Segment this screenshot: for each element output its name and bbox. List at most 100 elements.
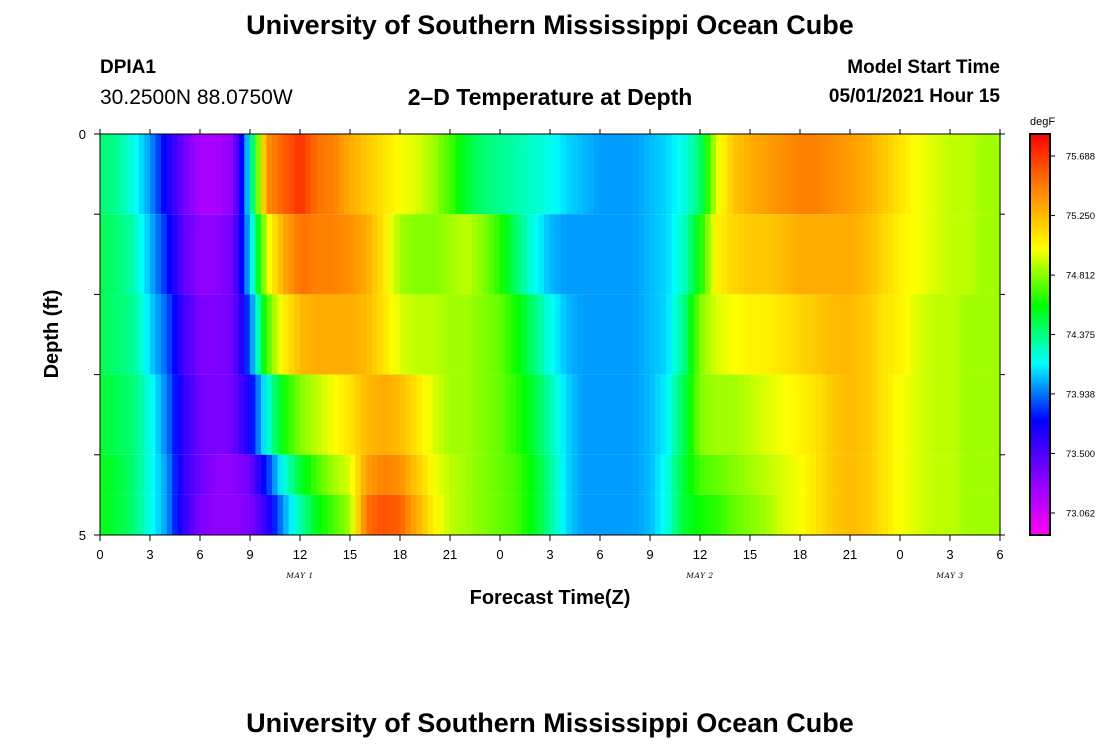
x-tick-label: 12 [693,547,707,562]
heat-cell [527,374,534,455]
heat-cell [399,454,406,495]
heat-cell [843,294,850,375]
heat-cell [266,134,273,215]
heat-cell [444,214,451,295]
heat-cell [788,454,795,495]
date-label: MAY 2 [685,571,713,580]
heat-cell [149,454,157,495]
heat-cell [649,294,656,375]
heat-cell [582,294,589,375]
heat-cell [904,134,911,215]
heat-cell [316,454,323,495]
heat-cell [771,374,778,455]
heat-cell [660,214,667,295]
heat-cell [605,134,612,215]
heat-cell [716,134,723,215]
heat-cell [305,454,312,495]
heat-cell [599,214,606,295]
heat-cell [738,214,745,295]
heat-cell [766,134,773,215]
x-axis-ticks: 0 3 6 9 12 15 18 21 0 3 6 9 12 15 18 21 0 3 6 [96,129,1004,562]
heat-cell [638,494,645,535]
heat-cell [888,294,895,375]
heat-cell [238,374,245,455]
heat-cell [666,214,673,295]
heat-cell [871,134,878,215]
heat-cell [638,374,645,455]
heat-cell [410,494,417,535]
heat-cell [910,214,917,295]
heat-cell [854,294,861,375]
heat-cell [299,294,306,375]
heat-cell [827,454,834,495]
heat-cell [260,134,268,215]
footer-title: University of Southern Mississippi Ocean… [246,708,854,738]
colorbar-tick-label: 74.812 [1066,271,1095,282]
heat-cell [677,214,684,295]
heat-cell [971,374,978,455]
heat-cell [627,454,634,495]
y-axis-title: Depth (ft) [41,290,63,379]
heat-cell [777,294,784,375]
heat-cell [593,214,601,295]
heat-cell [499,134,506,215]
heat-cell [544,214,551,295]
heat-cell [882,294,889,375]
heat-cell [333,454,340,495]
heat-cell [993,294,1000,375]
heat-cell [610,374,617,455]
heat-cell [766,214,773,295]
heat-cell [555,374,562,455]
heat-cell [804,294,811,375]
heat-cell [133,214,140,295]
heat-cell [843,494,850,535]
heat-cell [433,294,440,375]
heat-cell [233,494,240,535]
heat-cell [260,294,268,375]
heat-cell [244,374,251,455]
heat-cell [322,214,329,295]
heat-cell [688,374,695,455]
heat-cell [904,494,911,535]
heat-cell [821,214,828,295]
heat-cell [216,494,223,535]
heat-cell [827,214,834,295]
heat-cell [549,214,556,295]
heat-cell [177,374,184,455]
heat-cell [116,134,123,215]
heat-cell [549,494,556,535]
heat-cell [283,214,290,295]
heat-cell [682,374,689,455]
heat-cell [932,454,939,495]
heat-cell [577,454,584,495]
heat-cell [383,214,390,295]
heat-cell [671,494,678,535]
heat-cell [138,134,145,215]
heat-cell [444,454,451,495]
heat-cell [854,214,861,295]
heat-cell [433,134,440,215]
heat-cell [882,214,889,295]
heat-cell [444,494,451,535]
heat-cell [704,214,712,295]
heat-cell [299,454,306,495]
heat-cell [494,374,501,455]
heat-cell [238,454,245,495]
heat-cell [971,454,978,495]
heat-cell [749,454,756,495]
heat-cell [849,374,856,455]
heat-cell [566,134,573,215]
heat-cell [227,374,234,455]
heat-cell [333,214,340,295]
heat-cell [754,134,762,215]
heat-cell [738,494,745,535]
heat-cell [183,494,190,535]
heat-cell [976,134,984,215]
heat-cell [893,454,900,495]
heat-cell [749,134,756,215]
heat-cell [211,374,218,455]
heat-cell [466,214,473,295]
heat-cell [310,494,318,535]
heat-cell [566,214,573,295]
heat-cell [477,454,484,495]
